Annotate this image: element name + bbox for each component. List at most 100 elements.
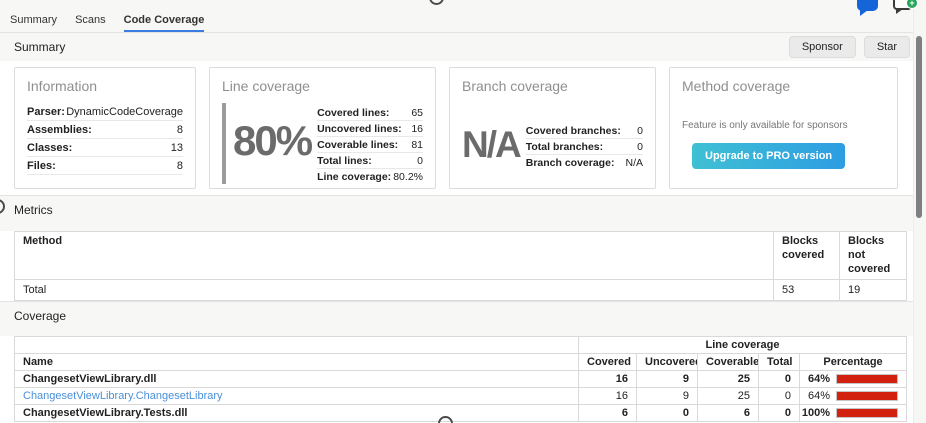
metrics-content: Method Blocks covered Blocks not covered… [0,230,926,302]
coverage-header-uncovered: Uncovered [636,353,698,371]
coverage-bar [836,391,899,401]
class-name-link[interactable]: ChangesetViewLibrary.ChangesetLibrary [14,387,579,405]
branch-coverage-card: Branch coverage N/A Covered branches: 0 … [449,67,656,189]
stat-label: Total lines: [317,155,372,167]
upgrade-pro-button[interactable]: Upgrade to PRO version [692,143,846,169]
table-row: Total 53 19 [14,279,907,302]
metrics-header-blocks-covered: Blocks covered [773,230,840,281]
line-coverage-body: 80% Covered lines: 65 Uncovered lines: 1… [222,103,423,184]
stat-row: Branch coverage: N/A [526,155,643,170]
coverage-header-total: Total [758,353,800,371]
coverage-header-coverable: Coverable [697,353,759,371]
stat-label: Total branches: [525,141,604,153]
percentage-cell: 64% [798,370,908,388]
stat-value: 16 [411,123,423,135]
stat-label: Line coverage: [317,171,392,183]
coverage-header-name: Name [14,353,579,371]
coverable-cell: 25 [697,387,759,405]
info-value: 8 [176,124,183,136]
line-coverage-big-value: 80% [233,117,313,164]
stat-row: Uncovered lines: 16 [317,121,423,137]
sponsor-button[interactable]: Sponsor [788,36,856,58]
uncovered-cell: 9 [636,370,698,388]
metrics-header-blocks-not-covered: Blocks not covered [839,230,907,281]
line-coverage-stats: Covered lines: 65 Uncovered lines: 16 Co… [317,105,423,184]
stat-value: 81 [411,139,423,151]
coverable-cell: 25 [697,370,759,388]
coverage-bar [836,408,899,418]
percentage-cell: 64% [798,387,908,405]
covered-cell: 16 [578,387,637,405]
metrics-total-blocks-covered: 53 [773,279,840,302]
stat-value: 65 [411,107,423,119]
info-label: Assemblies: [27,124,92,136]
coverage-group-header-row: Line coverage [14,336,908,354]
branch-coverage-big-value: N/A [462,124,522,165]
summary-cards: Information Parser: DynamicCodeCoverage … [0,61,926,189]
uncovered-cell: 9 [636,387,698,405]
metrics-table: Method Blocks covered Blocks not covered… [14,230,907,302]
info-label: Parser: [27,106,65,118]
info-label: Files: [27,160,56,172]
coverage-group-header: Line coverage [577,336,908,354]
coverage-header-percentage: Percentage [798,353,908,371]
coverage-bar [836,374,899,384]
assembly-name: ChangesetViewLibrary.Tests.dll [14,404,579,422]
coverage-section-header: Coverage [0,301,926,329]
percentage-cell: 100% [798,404,908,422]
stat-row: Total branches: 0 [525,139,643,155]
table-row: ChangesetViewLibrary.ChangesetLibrary 16… [14,387,908,405]
info-row-parser: Parser: DynamicCodeCoverage [27,103,183,121]
tab-summary[interactable]: Summary [10,13,58,26]
covered-cell: 6 [578,404,637,422]
metrics-total-blocks-not-covered: 19 [839,279,907,302]
assembly-name: ChangesetViewLibrary.dll [14,370,579,388]
crop-handle-bottom-icon [438,416,453,423]
branch-coverage-stats: Covered branches: 0 Total branches: 0 Br… [525,123,643,170]
stat-label: Branch coverage: [525,157,615,169]
info-value: DynamicCodeCoverage [66,106,183,118]
stat-label: Covered branches: [525,125,621,137]
percentage-value: 64% [808,390,831,402]
stat-value: 0 [637,141,643,153]
stat-value: 80.2% [393,171,423,183]
method-coverage-card: Method coverage Feature is only availabl… [669,67,898,189]
stat-label: Covered lines: [317,107,390,119]
method-coverage-card-title: Method coverage [682,78,791,94]
tab-bar: Summary Scans Code Coverage [0,0,926,33]
metrics-header-method: Method [14,230,774,281]
stat-value: 0 [417,155,423,167]
metrics-header-row: Method Blocks covered Blocks not covered [14,230,907,281]
tab-code-coverage[interactable]: Code Coverage [123,0,205,32]
stat-value: 0 [637,125,643,137]
info-label: Classes: [27,142,73,154]
branch-coverage-body: N/A Covered branches: 0 Total branches: … [462,103,643,170]
feedback-chat-icon[interactable] [857,0,878,16]
tab-scans[interactable]: Scans [75,13,106,26]
scrollbar-thumb[interactable] [916,36,922,218]
info-row-assemblies: Assemblies: 8 [27,121,183,139]
table-row: ChangesetViewLibrary.dll 16 9 25 0 64% [14,370,908,388]
total-cell: 0 [758,387,800,405]
metrics-total-label: Total [14,279,774,302]
stat-label: Uncovered lines: [317,123,402,135]
plus-badge-icon: + [906,0,918,9]
stat-row: Covered lines: 65 [317,105,423,121]
stat-label: Coverable lines: [317,139,399,151]
line-coverage-card: Line coverage 80% Covered lines: 65 Unco… [209,67,436,189]
star-button[interactable]: Star [863,36,910,58]
line-coverage-card-title: Line coverage [222,78,310,94]
stat-value: N/A [625,157,643,169]
table-row: ChangesetViewLibrary.Tests.dll 6 0 6 0 1… [14,404,908,422]
summary-content: Information Parser: DynamicCodeCoverage … [0,61,926,195]
sponsor-note: Feature is only available for sponsors [682,120,848,131]
percentage-value: 64% [808,373,831,385]
coverage-header-row: Name Covered Uncovered Coverable Total P… [14,353,908,371]
info-row-classes: Classes: 13 [27,139,183,157]
vertical-rule [222,103,226,184]
stat-row: Line coverage: 80.2% [317,169,423,184]
metrics-title: Metrics [14,202,53,217]
coverable-cell: 6 [697,404,759,422]
stat-row: Coverable lines: 81 [317,137,423,153]
coverage-content: Line coverage Name Covered Uncovered Cov… [0,336,926,423]
